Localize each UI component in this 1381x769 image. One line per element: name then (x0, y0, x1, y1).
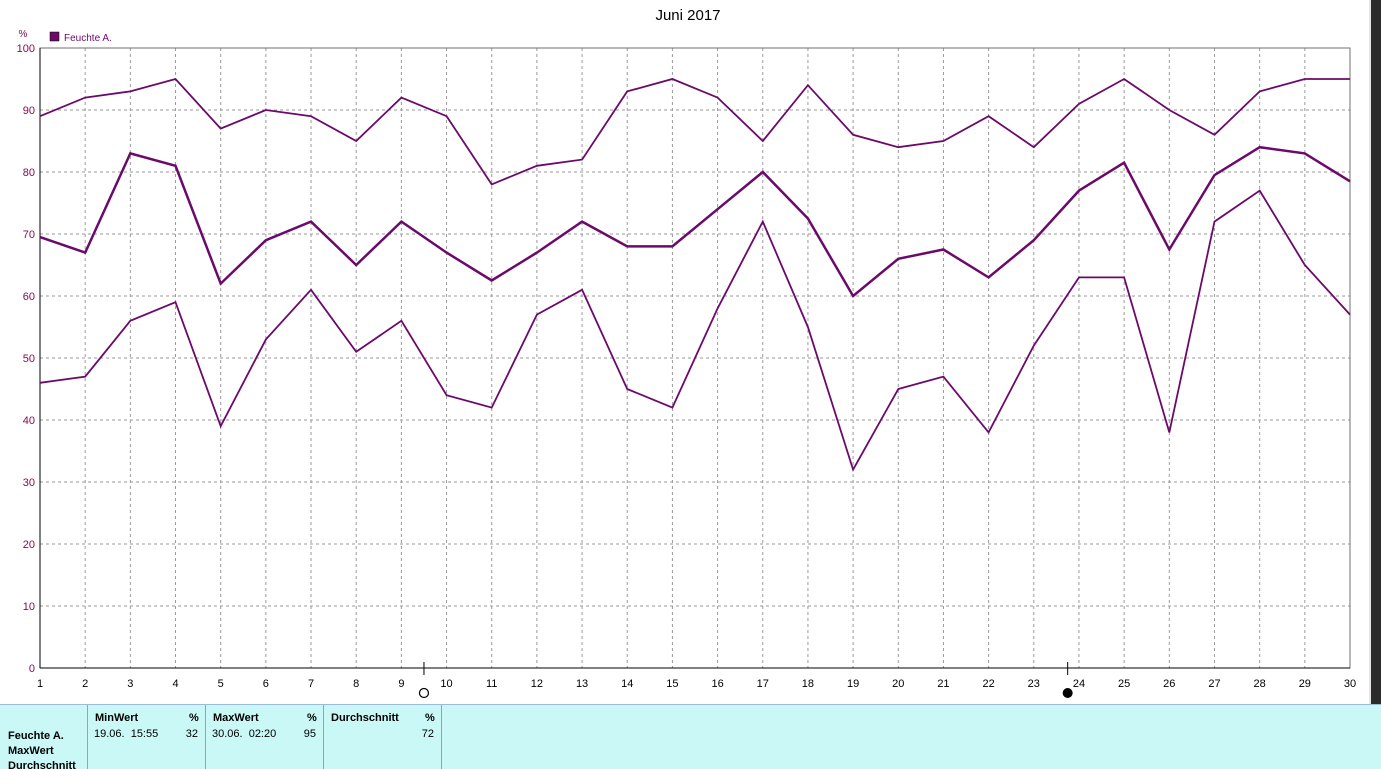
x-tick-label: 30 (1344, 678, 1356, 690)
avg-header: Durchschnitt (331, 712, 399, 724)
x-tick-label: 1 (37, 678, 43, 690)
axes (39, 47, 1351, 699)
x-tick-label: 29 (1299, 678, 1311, 690)
series-line-max (39, 77, 1350, 186)
x-tick-label: 15 (666, 678, 678, 690)
max-unit: % (307, 712, 317, 724)
grid (40, 48, 1350, 668)
window-edge (1369, 0, 1371, 705)
x-tick-label: 4 (172, 678, 178, 690)
row-label-max: MaxWert (8, 745, 54, 757)
stats-row-labels: Feuchte A. MaxWert Durchschnitt (8, 729, 76, 769)
x-tick-label: 2 (82, 678, 88, 690)
x-tick-label: 20 (892, 678, 904, 690)
y-tick-label: 70 (23, 229, 35, 241)
stats-column-max: MaxWert % 30.06. 02:20 95 (205, 705, 324, 769)
max-header: MaxWert (213, 712, 259, 724)
min-value: 32 (185, 728, 198, 740)
new-moon-icon (1062, 688, 1073, 698)
min-date: 19.06. 15:55 (94, 728, 159, 740)
x-tick-label: 17 (757, 678, 769, 690)
x-tick-label: 11 (486, 678, 497, 690)
chart-title: Juni 2017 (655, 7, 720, 24)
y-tick-label: 100 (17, 43, 35, 55)
x-tick-label: 22 (982, 678, 994, 690)
x-tick-label: 10 (440, 678, 452, 690)
y-axis-unit: % (19, 29, 28, 40)
x-tick-label: 18 (802, 678, 814, 690)
x-tick-label: 9 (398, 678, 404, 690)
y-tick-label: 30 (23, 477, 35, 489)
x-tick-label: 28 (1254, 678, 1266, 690)
statistics-panel: Feuchte A. MaxWert Durchschnitt MinWert … (0, 704, 1381, 769)
y-tick-label: 20 (23, 539, 35, 551)
y-tick-label: 80 (23, 167, 35, 179)
x-tick-label: 6 (263, 678, 269, 690)
x-tick-label: 16 (711, 678, 723, 690)
x-tick-label: 14 (621, 678, 633, 690)
max-date: 30.06. 02:20 (212, 728, 277, 740)
series-lines (39, 77, 1351, 472)
row-label-avg: Durchschnitt (8, 760, 76, 769)
full-moon-icon (418, 687, 430, 699)
window-border (1371, 0, 1381, 705)
x-tick-label: 3 (127, 678, 133, 690)
series-line-min (39, 189, 1351, 472)
avg-unit: % (425, 712, 435, 724)
x-tick-label: 26 (1163, 678, 1175, 690)
x-tick-label: 19 (847, 678, 859, 690)
y-tick-label: 10 (23, 601, 35, 613)
x-tick-label: 13 (576, 678, 588, 690)
avg-value: 72 (421, 728, 434, 740)
x-tick-label: 7 (308, 678, 314, 690)
x-tick-label: 25 (1118, 678, 1130, 690)
x-tick-label: 8 (353, 678, 359, 690)
series-line-avg (39, 145, 1351, 298)
stats-column-min: MinWert % 19.06. 15:55 32 (87, 705, 206, 769)
min-header: MinWert (95, 712, 139, 724)
legend-label: Feuchte A. (64, 33, 112, 44)
x-tick-label: 12 (531, 678, 543, 690)
x-tick-label: 27 (1208, 678, 1220, 690)
min-unit: % (189, 712, 199, 724)
x-tick-label: 21 (937, 678, 949, 690)
legend-swatch (49, 31, 60, 42)
max-value: 95 (303, 728, 316, 740)
y-tick-label: 50 (23, 353, 35, 365)
stats-column-avg: Durchschnitt % 72 (323, 705, 442, 769)
x-tick-label: 5 (218, 678, 224, 690)
y-tick-label: 0 (29, 663, 35, 675)
x-tick-label: 24 (1073, 678, 1085, 690)
y-tick-label: 90 (23, 105, 35, 117)
y-tick-label: 60 (23, 291, 35, 303)
y-tick-label: 40 (23, 415, 35, 427)
row-label-series: Feuchte A. (8, 730, 64, 742)
x-tick-label: 23 (1028, 678, 1040, 690)
